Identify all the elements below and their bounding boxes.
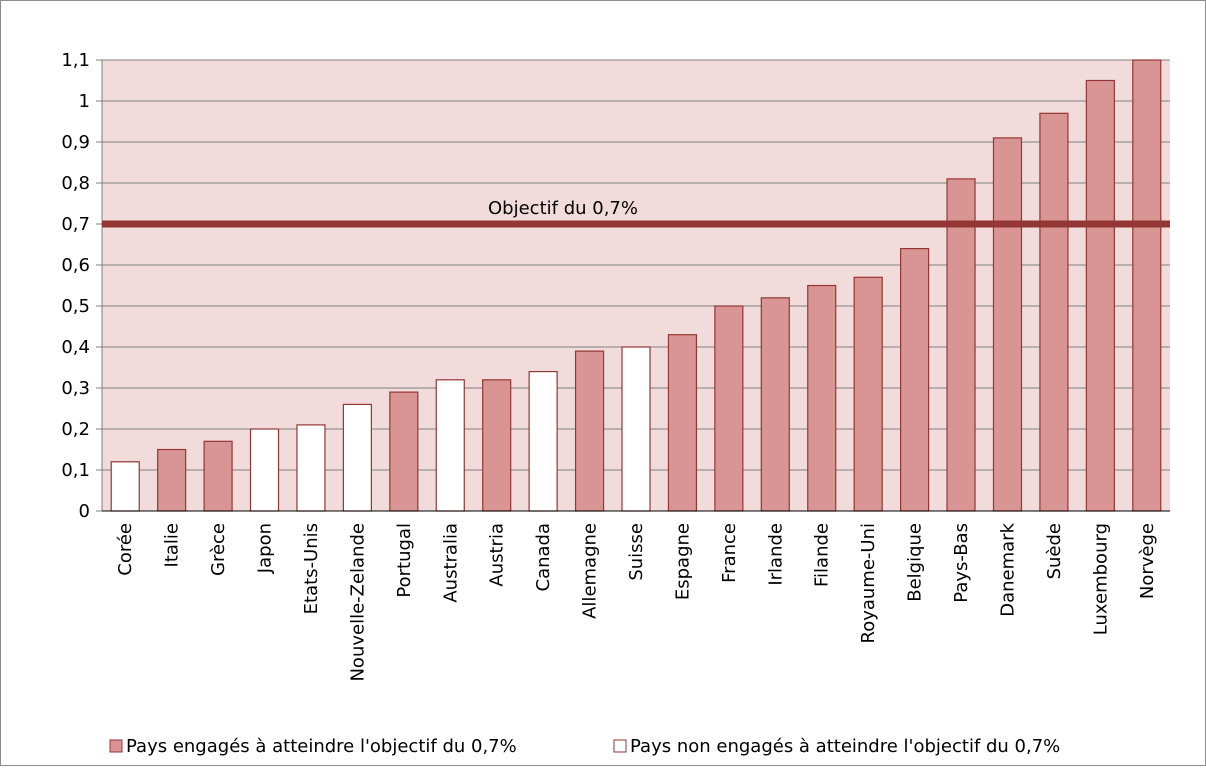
x-tick-label: Pays-Bas xyxy=(951,523,972,603)
bar xyxy=(296,424,326,512)
x-tick-label: Nouvelle-Zelande xyxy=(347,523,368,682)
bar xyxy=(528,371,558,512)
y-tick-label: 0,2 xyxy=(61,419,90,440)
y-tick-label: 0,7 xyxy=(61,214,90,235)
bar xyxy=(853,276,883,512)
bar xyxy=(946,178,976,512)
legend-swatch-committed xyxy=(109,739,123,753)
x-tick-label: Espagne xyxy=(672,523,693,600)
bar xyxy=(389,391,419,512)
bar xyxy=(621,346,651,512)
bar xyxy=(900,248,930,512)
x-tick-label: Filande xyxy=(812,523,833,587)
legend-label-committed: Pays engagés à atteindre l'objectif du 0… xyxy=(126,736,517,757)
y-tick-label: 1,1 xyxy=(61,50,90,71)
x-tick-label: Japon xyxy=(255,523,276,574)
x-tick-label: Allemagne xyxy=(580,523,601,619)
legend-swatch-not-committed xyxy=(613,739,627,753)
bar xyxy=(574,350,605,512)
x-tick-label: France xyxy=(719,523,740,583)
y-tick-label: 1 xyxy=(79,91,90,112)
x-tick-label: Grèce xyxy=(208,523,229,576)
y-tick-label: 0,1 xyxy=(61,460,90,481)
bar xyxy=(1132,59,1162,512)
gridlines xyxy=(102,59,1170,512)
x-tick-label: Danemark xyxy=(997,522,1018,616)
x-tick-label: Portugal xyxy=(394,523,415,598)
y-tick-label: 0 xyxy=(79,501,90,522)
x-tick-label: Norvège xyxy=(1137,523,1158,599)
bar xyxy=(157,448,187,512)
target-line-group: Objectif du 0,7% xyxy=(102,198,1170,228)
bar xyxy=(760,297,790,512)
bar xyxy=(992,137,1023,512)
x-tick-label: Australia xyxy=(440,523,461,603)
bar xyxy=(203,440,233,512)
x-tick-label: Luxembourg xyxy=(1090,523,1111,635)
y-tick-label: 0,8 xyxy=(61,173,90,194)
y-tick-label: 0,4 xyxy=(61,337,90,358)
x-tick-label: Suède xyxy=(1044,523,1065,579)
x-tick-label: Irlande xyxy=(765,523,786,586)
bar xyxy=(1085,79,1115,512)
bar xyxy=(1039,112,1069,512)
y-tick-label: 0,5 xyxy=(61,296,90,317)
y-tick-label: 0,9 xyxy=(61,132,90,153)
x-tick-label: Belgique xyxy=(905,523,926,602)
y-axis: 0 0,1 0,2 0,3 0,4 0,5 0,6 0,7 0,8 0,9 1 1,1 xyxy=(61,50,103,522)
bar xyxy=(249,428,280,512)
bar xyxy=(714,305,744,512)
bar xyxy=(342,403,372,512)
bar xyxy=(482,379,512,512)
x-tick-label: Canada xyxy=(533,523,554,592)
bar xyxy=(667,334,698,512)
x-tick-label: Etats-Unis xyxy=(301,523,322,614)
x-tick-label: Austria xyxy=(487,523,508,587)
bar xyxy=(435,379,465,512)
y-tick-label: 0,6 xyxy=(61,255,90,276)
x-tick-label: Suisse xyxy=(626,523,647,581)
x-tick-label: Royaume-Uni xyxy=(858,523,879,644)
bars xyxy=(110,59,1162,512)
bar xyxy=(110,461,140,512)
x-axis: Corée Italie Grèce Japon Etats-Unis Nouvelle-… xyxy=(102,510,1170,682)
bar xyxy=(807,284,837,512)
x-tick-label: Italie xyxy=(162,523,183,567)
legend: Pays engagés à atteindre l'objectif du 0… xyxy=(109,736,1060,757)
y-tick-label: 0,3 xyxy=(61,378,90,399)
legend-label-not-committed: Pays non engagés à atteindre l'objectif … xyxy=(630,736,1060,757)
target-line-label: Objectif du 0,7% xyxy=(488,198,638,219)
x-tick-label: Corée xyxy=(115,523,136,576)
